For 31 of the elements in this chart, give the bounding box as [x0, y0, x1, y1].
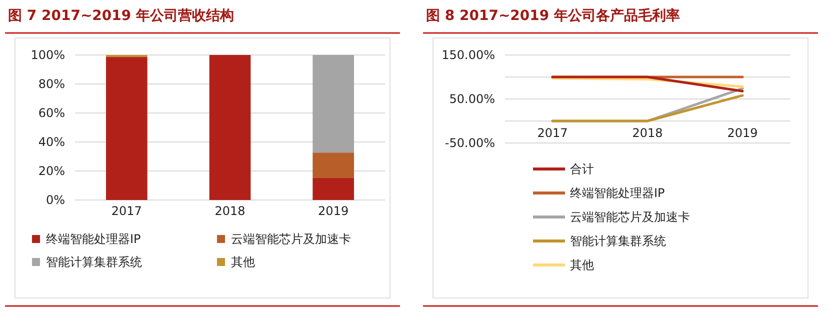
legend-label: 其他: [231, 255, 255, 269]
bar: [312, 178, 354, 200]
chart-title: 图 7 2017~2019 年公司营收结构: [8, 8, 234, 24]
y-tick-label: 100%: [30, 48, 65, 62]
bar: [106, 57, 148, 200]
y-tick-label: 40%: [38, 135, 65, 149]
y-tick-label: 60%: [38, 106, 65, 120]
x-tick-label: 2019: [318, 204, 349, 218]
legend-label: 智能计算集群系统: [570, 234, 666, 248]
x-tick-label: 2017: [537, 126, 568, 140]
legend-label: 云端智能芯片及加速卡: [231, 232, 351, 246]
y-tick-label: 150.00%: [442, 48, 495, 62]
legend-label: 终端智能处理器IP: [570, 186, 665, 200]
legend-label: 云端智能芯片及加速卡: [570, 210, 690, 224]
legend-label: 终端智能处理器IP: [46, 232, 141, 246]
y-tick-label: 0%: [46, 193, 65, 207]
x-tick-label: 2017: [111, 204, 142, 218]
x-tick-label: 2019: [727, 126, 758, 140]
bar: [209, 55, 251, 200]
y-tick-label: 80%: [38, 77, 65, 91]
chart-title: 图 8 2017~2019 年公司各产品毛利率: [426, 7, 680, 24]
legend-label: 合计: [570, 162, 594, 176]
x-tick-label: 2018: [632, 126, 663, 140]
legend-label: 智能计算集群系统: [46, 255, 142, 269]
bar: [312, 152, 354, 178]
y-tick-label: 50.00%: [449, 92, 495, 106]
legend-label: 其他: [570, 258, 594, 272]
x-tick-label: 2018: [214, 204, 246, 218]
y-tick-label: -50.00%: [444, 136, 495, 150]
y-tick-label: 20%: [38, 164, 65, 178]
bar: [312, 55, 354, 153]
